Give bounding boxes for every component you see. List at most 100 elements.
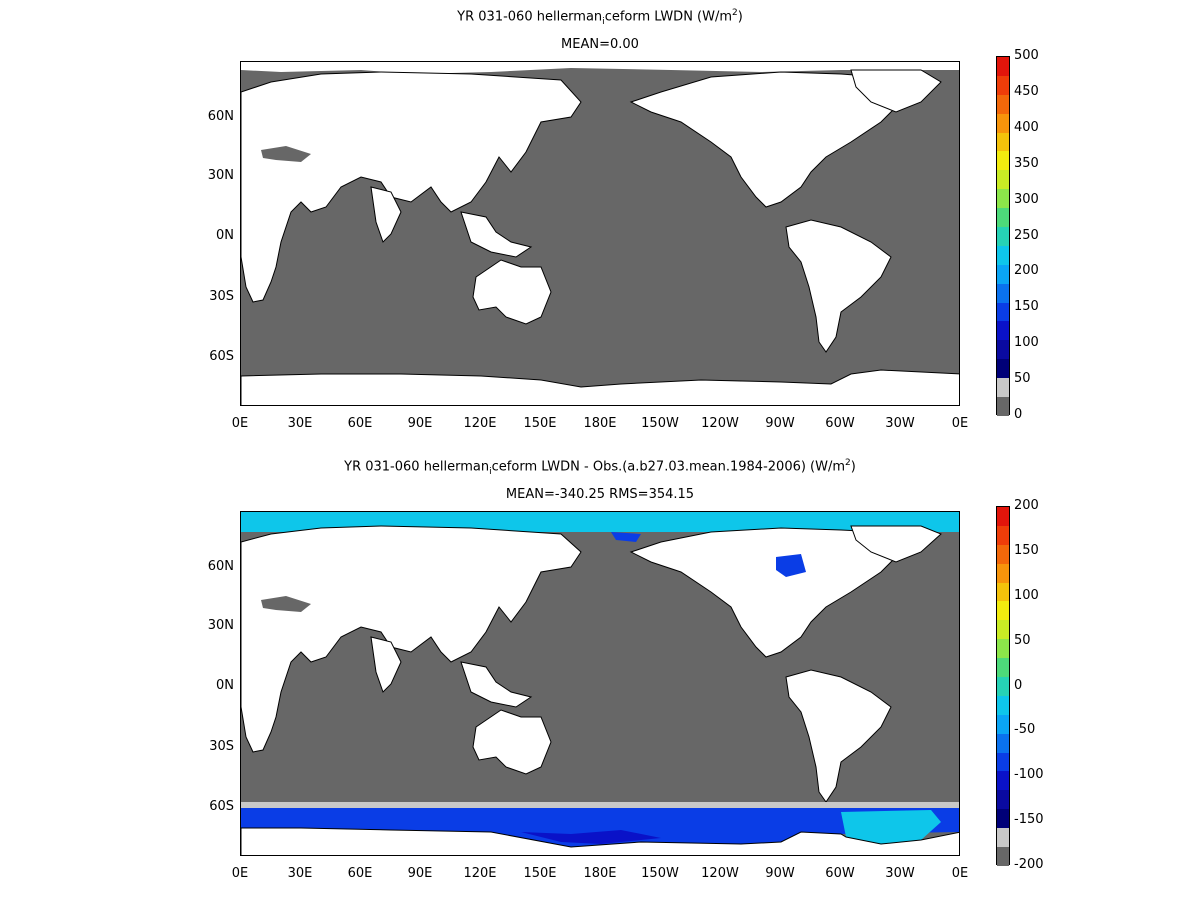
colorbar-segment: [997, 340, 1009, 360]
colorbar-segment: [997, 227, 1009, 246]
lon-label: 90E: [407, 416, 433, 431]
lon-label: 30E: [287, 416, 313, 431]
colorbar-label: 500: [1014, 48, 1039, 63]
map-plot: [240, 511, 960, 856]
colorbar-segment: [997, 752, 1009, 772]
antarctica-land: [241, 827, 959, 855]
lat-label: 60S: [209, 349, 234, 364]
lat-label: 0N: [216, 678, 234, 693]
colorbar-segment: [997, 264, 1009, 284]
colorbar-label: 100: [1014, 335, 1039, 351]
hudson-bay-anomaly: [776, 554, 806, 577]
colorbar-label: 150: [1014, 299, 1039, 315]
southern-anomaly-cyan: [841, 810, 941, 844]
colorbar-segment: [997, 544, 1009, 564]
colorbar-segment: [997, 57, 1009, 76]
lat-label: 30S: [209, 289, 234, 304]
lon-label: 90W: [765, 866, 795, 881]
southeast-asia-islands: [460, 661, 533, 708]
india-land: [370, 186, 402, 243]
antarctica-land: [241, 369, 959, 405]
colorbar-segment: [997, 189, 1009, 209]
lat-label: 60S: [209, 799, 234, 814]
lat-label: 30N: [207, 168, 234, 183]
colorbar-segment: [997, 677, 1009, 696]
colorbar-segment: [997, 378, 1009, 398]
colorbar-segment: [997, 507, 1009, 526]
colorbar-segment: [997, 790, 1009, 810]
colorbar-segment: [997, 563, 1009, 583]
lat-label: 60N: [207, 559, 234, 574]
colorbar-label: 450: [1014, 83, 1039, 99]
mediterranean-sea: [261, 596, 311, 612]
lon-label: 60E: [347, 416, 373, 431]
colorbar-segment: [997, 75, 1009, 95]
colorbar-segment: [997, 132, 1009, 152]
map-title: YR 031-060 hellermaniceform LWDN (W/m2): [457, 8, 743, 27]
colorbar: [996, 506, 1010, 866]
colorbar-segment: [997, 809, 1009, 829]
eurasia-africa-land: [241, 525, 582, 753]
north-america-land: [629, 527, 902, 658]
australia-land: [472, 709, 552, 775]
southern-anomaly-dark: [521, 830, 661, 844]
southern-missing-band: [241, 802, 959, 808]
colorbar-label: 200: [1014, 263, 1039, 279]
colorbar-label: 0: [1014, 677, 1023, 693]
colorbar-label: -50: [1014, 722, 1036, 738]
lon-label: 90W: [765, 416, 795, 431]
india-land: [370, 636, 402, 693]
world-map: [241, 62, 959, 405]
colorbar-segment: [997, 94, 1009, 114]
colorbar-label: 200: [1014, 498, 1039, 513]
colorbar-segment: [997, 582, 1009, 602]
greenland-land: [850, 69, 942, 113]
lon-label: 150E: [523, 866, 557, 881]
lon-label: 0E: [231, 416, 249, 431]
lon-label: 180E: [583, 416, 617, 431]
colorbar: [996, 56, 1010, 416]
colorbar-segment: [997, 113, 1009, 133]
southeast-asia-islands: [460, 211, 533, 258]
south-america-land: [785, 669, 892, 803]
lon-label: 150E: [523, 416, 557, 431]
lon-label: 60W: [825, 416, 855, 431]
colorbar-segment: [997, 733, 1009, 753]
lon-label: 120W: [701, 866, 739, 881]
lon-label: 30W: [885, 416, 915, 431]
panel-bottom: YR 031-060 hellermaniceform LWDN - Obs.(…: [0, 450, 1200, 900]
lon-label: 120W: [701, 416, 739, 431]
colorbar-segment: [997, 620, 1009, 640]
south-america-land: [785, 219, 892, 353]
colorbar-segment: [997, 847, 1009, 866]
colorbar-segment: [997, 321, 1009, 341]
panel-top: YR 031-060 hellermaniceform LWDN (W/m2) …: [207, 8, 1039, 431]
arctic-land: [241, 62, 959, 74]
colorbar-label: 150: [1014, 542, 1039, 558]
colorbar-segment: [997, 714, 1009, 734]
colorbar-segment: [997, 151, 1009, 171]
lon-label: 90E: [407, 866, 433, 881]
lon-label: 0E: [951, 416, 969, 431]
colorbar-label: 0: [1014, 407, 1023, 422]
colorbar-label: 350: [1014, 155, 1039, 171]
colorbar-label: -200: [1014, 857, 1044, 872]
colorbar-label: -150: [1014, 812, 1044, 828]
lat-label: 0N: [216, 228, 234, 243]
map-plot: [240, 61, 960, 406]
colorbar-segment: [997, 245, 1009, 265]
colorbar-label: 400: [1014, 119, 1039, 135]
eurasia-africa-land: [241, 71, 582, 303]
lat-label: 60N: [207, 109, 234, 124]
colorbar-label: -100: [1014, 767, 1044, 783]
north-america-land: [629, 71, 902, 208]
arctic-anomaly-blue: [361, 528, 891, 557]
lon-label: 150W: [641, 416, 679, 431]
colorbar-segment: [997, 302, 1009, 322]
colorbar-segment: [997, 397, 1009, 416]
greenland-land: [850, 525, 942, 563]
colorbar-segment: [997, 359, 1009, 379]
colorbar-segment: [997, 658, 1009, 678]
world-map: [241, 512, 959, 855]
lon-label: 0E: [231, 866, 249, 881]
